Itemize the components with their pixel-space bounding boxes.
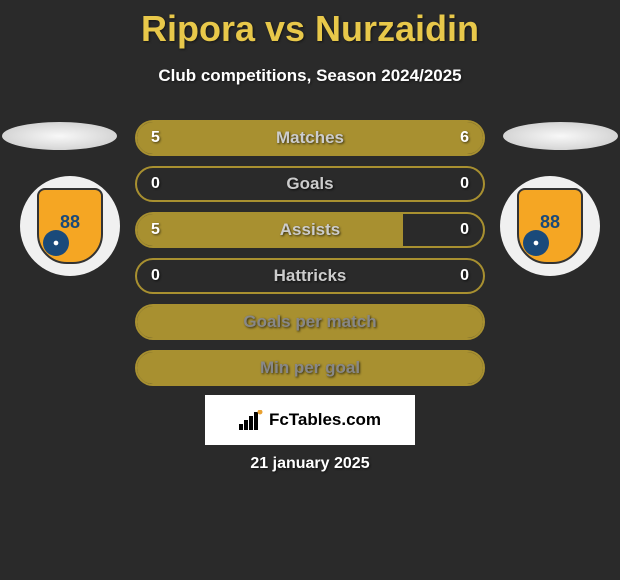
subtitle: Club competitions, Season 2024/2025 bbox=[0, 66, 620, 86]
stat-label: Min per goal bbox=[260, 358, 360, 378]
ball-icon bbox=[43, 230, 69, 256]
ball-icon bbox=[523, 230, 549, 256]
date-text: 21 january 2025 bbox=[250, 455, 369, 473]
stat-label: Assists bbox=[280, 220, 340, 240]
stat-value-right: 0 bbox=[460, 175, 469, 193]
player-platform-right bbox=[503, 122, 618, 150]
team-badge-right: 88 bbox=[500, 176, 600, 276]
stat-value-right: 0 bbox=[460, 221, 469, 239]
player-platform-left bbox=[2, 122, 117, 150]
stat-fill-left bbox=[137, 214, 403, 246]
stats-container: 5 6 Matches 0 0 Goals 5 0 Assists 0 0 Hattricks Goal… bbox=[135, 120, 485, 396]
fctables-logo-icon bbox=[239, 410, 263, 430]
footer-brand-box[interactable]: FcTables.com bbox=[205, 395, 415, 445]
stat-label: Goals per match bbox=[243, 312, 376, 332]
stat-value-left: 5 bbox=[151, 221, 160, 239]
stat-label: Matches bbox=[276, 128, 344, 148]
stat-row: 5 0 Assists bbox=[135, 212, 485, 248]
stat-value-right: 0 bbox=[460, 267, 469, 285]
stat-value-left: 0 bbox=[151, 267, 160, 285]
shield-number: 88 bbox=[540, 212, 560, 233]
stat-row: 5 6 Matches bbox=[135, 120, 485, 156]
stat-row: 0 0 Hattricks bbox=[135, 258, 485, 294]
page-title: Ripora vs Nurzaidin bbox=[0, 0, 620, 50]
shield-number: 88 bbox=[60, 212, 80, 233]
stat-row: Goals per match bbox=[135, 304, 485, 340]
shield-icon: 88 bbox=[37, 188, 103, 264]
footer-brand-text: FcTables.com bbox=[269, 410, 381, 430]
stat-value-left: 5 bbox=[151, 129, 160, 147]
stat-label: Goals bbox=[286, 174, 333, 194]
stat-row: 0 0 Goals bbox=[135, 166, 485, 202]
stat-value-left: 0 bbox=[151, 175, 160, 193]
stat-value-right: 6 bbox=[460, 129, 469, 147]
stat-row: Min per goal bbox=[135, 350, 485, 386]
stat-fill-left bbox=[137, 122, 293, 154]
team-badge-left: 88 bbox=[20, 176, 120, 276]
shield-icon: 88 bbox=[517, 188, 583, 264]
stat-label: Hattricks bbox=[274, 266, 347, 286]
